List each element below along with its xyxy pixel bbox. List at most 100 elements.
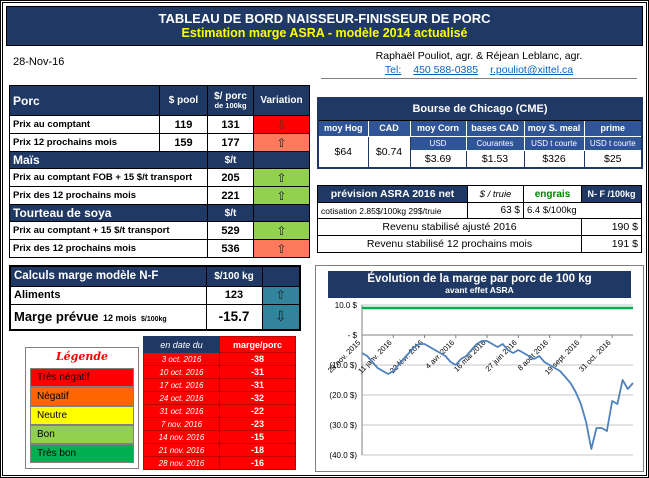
page-title: TABLEAU DE BORD NAISSEUR-FINISSEUR DE PO… bbox=[158, 11, 491, 26]
col-porc-header: $/ porc de 100kg bbox=[207, 85, 254, 116]
variation-arrow-icon: ⇧ bbox=[253, 168, 310, 187]
cme-value: $0.74 bbox=[367, 135, 411, 169]
col-variation-header: Variation bbox=[253, 85, 310, 116]
weekly-value: -15 bbox=[219, 430, 296, 444]
report-date: 28-Nov-16 bbox=[13, 56, 65, 68]
col-pool-header: $ pool bbox=[159, 85, 208, 116]
legend: Légende Très négatif Négatif Neutre Bon … bbox=[25, 347, 139, 469]
aliments-value: 123 bbox=[205, 285, 263, 305]
cme-value: $1.53 bbox=[465, 149, 525, 169]
weekly-date: 3 oct. 2016 bbox=[143, 352, 220, 366]
asra-row-value: 190 $ bbox=[581, 218, 642, 236]
cell-value: 119 bbox=[159, 115, 208, 134]
svg-text:10.0 $: 10.0 $ bbox=[335, 301, 358, 310]
weekly-date-header: en date du bbox=[143, 336, 220, 353]
calc-unit-header: $/100 kg bbox=[205, 265, 263, 287]
weekly-value: -22 bbox=[219, 404, 296, 418]
marge-value: -15.7 bbox=[205, 303, 263, 331]
asra-row-label: Revenu stabilisé ajusté 2016 bbox=[317, 218, 582, 236]
variation-arrow-icon: ⇧ bbox=[253, 221, 310, 240]
svg-text:(10.0 $): (10.0 $) bbox=[329, 361, 357, 370]
chart-title-band: Évolution de la marge par porc de 100 kg… bbox=[328, 271, 631, 298]
asra-title: prévision ASRA 2016 net bbox=[317, 185, 468, 203]
cme-subheader: USD t courte bbox=[523, 135, 585, 151]
margin-chart: Évolution de la marge par porc de 100 kg… bbox=[315, 265, 644, 472]
variation-arrow-icon: ⇧ bbox=[253, 186, 310, 205]
weekly-value: -23 bbox=[219, 417, 296, 431]
cell-value: 529 bbox=[207, 221, 254, 240]
variation-arrow-icon: ⇧ bbox=[253, 133, 310, 152]
chart-title: Évolution de la marge par porc de 100 kg bbox=[367, 273, 592, 285]
asra-engrais-header: engrais bbox=[523, 185, 582, 203]
weekly-date: 31 oct. 2016 bbox=[143, 404, 220, 418]
svg-text:(30.0 $): (30.0 $) bbox=[329, 421, 357, 430]
authors: Raphaël Pouliot, agr. & Réjean Leblanc, … bbox=[375, 50, 583, 62]
variation-arrow-icon: ⇧ bbox=[253, 239, 310, 258]
cme-subheader: Courantes bbox=[465, 135, 525, 151]
weekly-value: -18 bbox=[219, 443, 296, 457]
email-link[interactable]: r.pouliot@xittel.ca bbox=[490, 64, 574, 76]
cell-value: 131 bbox=[207, 115, 254, 134]
row-label: Prix 12 prochains mois bbox=[9, 133, 160, 152]
spacer-cell bbox=[261, 265, 301, 287]
marge-label: Marge prévue 12 mois $/100kg bbox=[9, 303, 207, 331]
asra-row-value: 191 $ bbox=[581, 235, 642, 253]
row-label: Prix au comptant + 15 $/t transport bbox=[9, 221, 208, 240]
legend-item: Bon bbox=[30, 425, 134, 444]
svg-text:- $: - $ bbox=[348, 331, 358, 340]
legend-item: Très négatif bbox=[30, 368, 134, 387]
weekly-value-header: marge/porc bbox=[219, 336, 296, 353]
cme-value: $64 bbox=[317, 135, 369, 169]
page-subtitle: Estimation marge ASRA - modèle 2014 actu… bbox=[181, 26, 468, 40]
phone-link[interactable]: 450 588-0385 bbox=[413, 64, 479, 76]
cme-col-header: moy Corn bbox=[409, 119, 467, 137]
margin-chart-plot: 10.0 $ - $ (10.0 $) (20.0 $) (30.0 $) (40.0 $… bbox=[326, 301, 634, 460]
asra-row-label: Revenu stabilisé 12 prochains mois bbox=[317, 235, 582, 253]
weekly-date: 7 nov. 2016 bbox=[143, 417, 220, 431]
cotisation-value: 63 $ bbox=[467, 202, 524, 219]
cme-col-header: moy Hog bbox=[317, 119, 369, 137]
variation-arrow-icon: ⇩ bbox=[261, 303, 301, 331]
prices-table: Porc $ pool $/ porc de 100kg Variation P… bbox=[9, 85, 310, 258]
row-label: Prix au comptant bbox=[9, 115, 160, 134]
cme-subheader: USD bbox=[409, 135, 467, 151]
svg-text:(20.0 $): (20.0 $) bbox=[329, 391, 357, 400]
svg-text:27 juin 2016: 27 juin 2016 bbox=[483, 338, 518, 373]
cell-value: 205 bbox=[207, 168, 254, 187]
soya-unit: $/t bbox=[207, 204, 254, 222]
weekly-date: 17 oct. 2016 bbox=[143, 378, 220, 392]
variation-arrow-icon: ⇩ bbox=[253, 115, 310, 134]
cell-value: 177 bbox=[207, 133, 254, 152]
porc-section-title: Porc bbox=[9, 85, 160, 116]
soya-section-title: Tourteau de soya bbox=[9, 204, 208, 222]
spacer-cell bbox=[253, 151, 310, 169]
cme-col-header: bases CAD bbox=[465, 119, 525, 137]
cme-subheader: USD t courte bbox=[583, 135, 643, 151]
cme-value: $3.69 bbox=[409, 149, 467, 169]
weekly-date: 14 nov. 2016 bbox=[143, 430, 220, 444]
svg-text:16 mai 2016: 16 mai 2016 bbox=[452, 338, 488, 374]
aliments-label: Aliments bbox=[9, 285, 207, 305]
mais-unit: $/t bbox=[207, 151, 254, 169]
engrais-value: 6.4 $/100kg bbox=[523, 202, 642, 219]
cme-table: Bourse de Chicago (CME) moy Hog CAD moy … bbox=[317, 97, 643, 169]
contact-line: Tel: 450 588-0385 r.pouliot@xittel.ca bbox=[321, 64, 637, 79]
weekly-margin-table: en date du marge/porc 3 oct. 2016 -38 10 … bbox=[143, 336, 296, 470]
row-label: Prix des 12 prochains mois bbox=[9, 239, 208, 258]
weekly-value: -38 bbox=[219, 352, 296, 366]
svg-text:4 avr. 2016: 4 avr. 2016 bbox=[424, 338, 457, 371]
svg-text:31 oct. 2016: 31 oct. 2016 bbox=[577, 338, 613, 374]
cme-col-header: prime bbox=[583, 119, 643, 137]
cell-value: 221 bbox=[207, 186, 254, 205]
legend-item: Négatif bbox=[30, 387, 134, 406]
weekly-value: -31 bbox=[219, 378, 296, 392]
variation-arrow-icon: ⇧ bbox=[261, 285, 301, 305]
legend-item: Très bon bbox=[30, 444, 134, 463]
cell-value: 159 bbox=[159, 133, 208, 152]
legend-title: Légende bbox=[55, 350, 109, 363]
weekly-date: 21 nov. 2016 bbox=[143, 443, 220, 457]
asra-table: prévision ASRA 2016 net $ / truie engrai… bbox=[317, 185, 642, 253]
tel-label: Tel: bbox=[384, 64, 402, 76]
cme-value: $25 bbox=[583, 149, 643, 169]
